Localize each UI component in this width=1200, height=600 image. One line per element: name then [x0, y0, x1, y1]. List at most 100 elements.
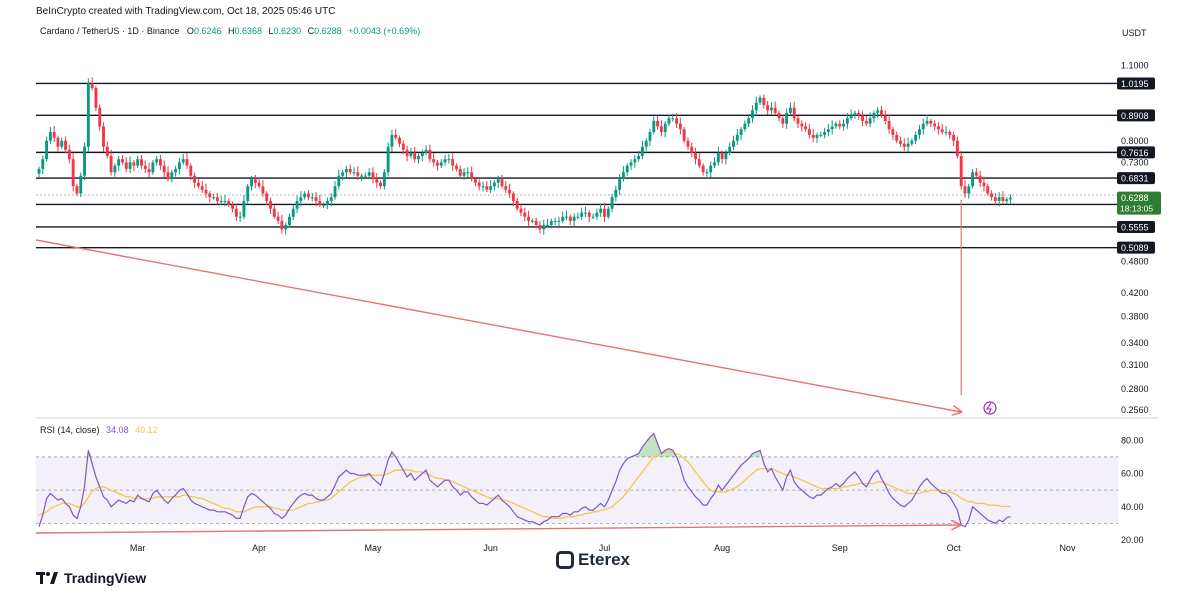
candle-body	[155, 159, 159, 163]
candle-body	[796, 118, 800, 124]
candle	[174, 165, 178, 177]
candle-body	[325, 200, 329, 205]
candle-body	[819, 134, 823, 136]
candle-body	[963, 186, 967, 194]
candle	[170, 169, 174, 183]
level-price-tag: 0.5089	[1117, 241, 1155, 254]
candle-body	[732, 140, 735, 147]
candle-body	[356, 172, 360, 176]
candle-body	[663, 123, 667, 133]
candle-body	[853, 112, 857, 116]
candle-body	[1005, 199, 1009, 201]
candle	[121, 154, 124, 165]
candlestick-series	[37, 77, 1012, 235]
candle	[625, 163, 629, 176]
candle-body	[136, 159, 140, 166]
candle-body	[940, 129, 944, 133]
candle-body	[690, 146, 694, 153]
rsi-ma-value: 40.12	[135, 425, 158, 435]
candle-body	[272, 208, 276, 217]
candle	[591, 213, 595, 220]
time-axis: Mar Apr May Jun Jul Aug Sep Oct Nov	[130, 543, 1076, 553]
candle-body	[572, 216, 576, 221]
candle	[379, 180, 382, 189]
price-tick-label: 0.3100	[1121, 360, 1149, 370]
candle-body	[872, 112, 876, 119]
candle	[371, 167, 375, 184]
candle-body	[322, 204, 326, 206]
candle	[250, 175, 253, 191]
candle	[713, 157, 716, 169]
candle-body	[770, 107, 773, 111]
candle	[428, 144, 432, 163]
price-tick-label: 0.4800	[1121, 256, 1149, 266]
candle-body	[265, 193, 269, 201]
candle-body	[398, 137, 401, 144]
price-axis: 1.1000 0.8000 0.7300 0.4800 0.4200 0.3800 0.34…	[1117, 61, 1161, 415]
candle-body	[754, 102, 758, 111]
candle	[948, 129, 952, 140]
candle-body	[386, 146, 390, 173]
candle	[439, 159, 443, 169]
candle	[868, 112, 872, 127]
candle-body	[56, 137, 60, 147]
candle	[576, 212, 580, 220]
candle-body	[60, 140, 64, 147]
level-tag-label: 0.6831	[1121, 174, 1149, 184]
level-tag-bg	[1117, 109, 1155, 122]
candle-body	[318, 200, 322, 205]
candle	[219, 195, 223, 206]
candle	[815, 132, 819, 144]
candle	[804, 122, 808, 132]
candle	[842, 119, 845, 131]
candle	[872, 110, 876, 123]
candle	[246, 183, 250, 205]
candle-body	[189, 165, 193, 176]
candle-body	[542, 225, 546, 230]
candle	[697, 153, 701, 169]
candle	[466, 167, 470, 178]
candle-body	[747, 118, 751, 124]
candle	[390, 129, 394, 152]
candle	[864, 115, 868, 127]
chart-credit: BeInCrypto created with TradingView.com,…	[36, 6, 336, 17]
candle	[549, 218, 553, 229]
candle-body	[390, 134, 394, 147]
downtrend-arrow	[35, 239, 961, 412]
candle	[659, 120, 663, 137]
candle-body	[906, 143, 910, 147]
candle	[599, 203, 603, 217]
candle	[333, 181, 337, 200]
candle	[785, 108, 789, 129]
candle	[633, 154, 637, 168]
annotations	[35, 200, 997, 414]
rsi-legend-title[interactable]: RSI (14, close)	[40, 425, 100, 435]
candle	[140, 154, 143, 169]
candle-body	[530, 220, 534, 222]
candle-body	[724, 152, 728, 160]
candle-body	[978, 175, 982, 183]
candle	[272, 204, 276, 220]
candle	[451, 153, 455, 171]
candle-body	[143, 165, 147, 169]
time-tick-label: Sep	[832, 543, 848, 553]
candle	[792, 101, 796, 122]
candle	[728, 142, 732, 156]
candle-body	[804, 126, 808, 130]
candle	[75, 183, 79, 196]
candle-body	[360, 175, 364, 177]
candle	[580, 207, 584, 221]
candle	[162, 160, 166, 178]
candle-body	[861, 115, 864, 121]
candle-body	[659, 126, 663, 133]
candle-body	[705, 172, 709, 174]
symbol-name[interactable]: Cardano / TetherUS · 1D · Binance	[40, 26, 180, 36]
level-tag-label: 0.7616	[1121, 148, 1149, 158]
candle	[701, 163, 705, 176]
tradingview-logo[interactable]: TradingView	[36, 570, 146, 586]
candle	[940, 124, 944, 135]
candle-body	[151, 162, 155, 173]
candle	[363, 172, 367, 179]
candle	[595, 208, 599, 221]
candle	[887, 114, 891, 134]
